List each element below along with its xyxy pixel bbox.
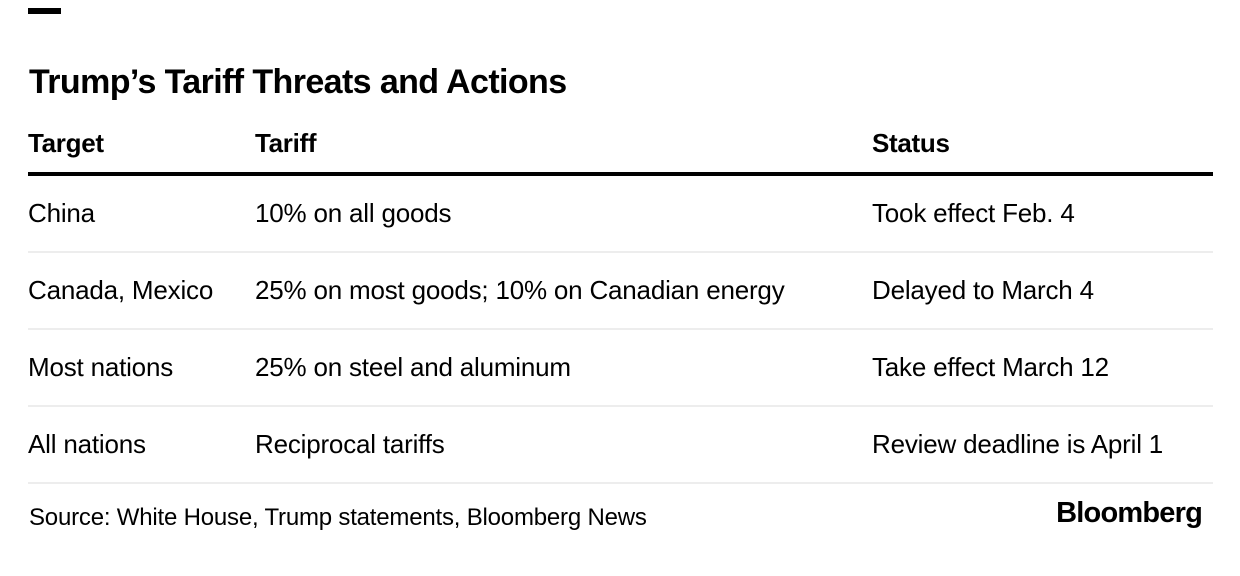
- table-header-row: Target Tariff Status: [28, 114, 1213, 176]
- cell-target: All nations: [28, 429, 146, 459]
- cell-target: China: [28, 198, 95, 228]
- tariff-table: Target Tariff Status China 10% on all go…: [28, 114, 1213, 484]
- bloomberg-logo: Bloomberg: [1056, 497, 1203, 529]
- cell-status: Review deadline is April 1: [872, 429, 1164, 459]
- table-row: All nations Reciprocal tariffs Review de…: [28, 407, 1213, 484]
- column-header-tariff: Tariff: [255, 127, 317, 158]
- cell-status: Delayed to March 4: [872, 275, 1094, 305]
- brand-dash: [28, 8, 61, 14]
- column-header-status: Status: [872, 127, 950, 158]
- column-header-target: Target: [28, 127, 104, 158]
- source-note: Source: White House, Trump statements, B…: [29, 504, 647, 531]
- cell-status: Take effect March 12: [872, 352, 1109, 382]
- table-row: Most nations 25% on steel and aluminum T…: [28, 330, 1213, 407]
- cell-tariff: 10% on all goods: [255, 198, 452, 228]
- table-row: Canada, Mexico 25% on most goods; 10% on…: [28, 253, 1213, 330]
- cell-target: Canada, Mexico: [28, 275, 214, 305]
- table-row: China 10% on all goods Took effect Feb. …: [28, 176, 1213, 253]
- cell-tariff: 25% on steel and aluminum: [255, 352, 571, 382]
- cell-tariff: 25% on most goods; 10% on Canadian energ…: [255, 275, 785, 305]
- cell-tariff: Reciprocal tariffs: [255, 429, 445, 459]
- cell-status: Took effect Feb. 4: [872, 198, 1075, 228]
- cell-target: Most nations: [28, 352, 174, 382]
- page-title: Trump’s Tariff Threats and Actions: [29, 62, 567, 101]
